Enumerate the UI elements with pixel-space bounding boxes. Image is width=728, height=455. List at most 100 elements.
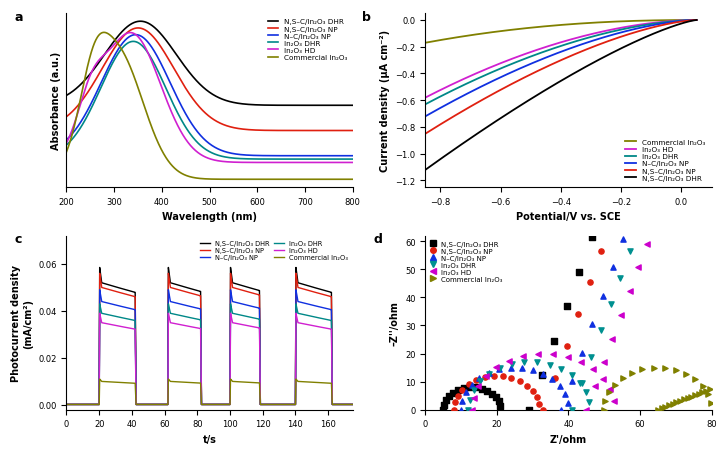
- Point: [537, 406, 549, 413]
- Point: [641, 241, 652, 248]
- Point: [555, 366, 567, 373]
- Point: [577, 349, 588, 357]
- Point: [475, 378, 486, 385]
- X-axis label: t/s: t/s: [202, 434, 216, 444]
- Point: [438, 406, 449, 413]
- Legend: Commercial In₂O₃, In₂O₃ HD, In₂O₃ DHR, N–C/In₂O₃ NP, N,S–C/In₂O₃ NP, N,S–C/In₂O₃: Commercial In₂O₃, In₂O₃ HD, In₂O₃ DHR, N…: [622, 136, 708, 184]
- Point: [624, 248, 636, 255]
- Point: [527, 388, 539, 395]
- Point: [667, 400, 678, 408]
- Point: [470, 384, 481, 391]
- Point: [566, 378, 577, 385]
- X-axis label: Z'/ohm: Z'/ohm: [550, 434, 587, 444]
- Point: [561, 343, 572, 350]
- Point: [656, 404, 668, 412]
- Point: [449, 399, 461, 406]
- Point: [536, 372, 547, 379]
- X-axis label: Potential/V vs. SCE: Potential/V vs. SCE: [516, 212, 621, 222]
- Point: [681, 394, 693, 402]
- Point: [466, 406, 478, 413]
- Point: [660, 364, 671, 372]
- Point: [693, 390, 705, 397]
- Point: [617, 236, 629, 243]
- Point: [700, 387, 712, 394]
- Point: [606, 335, 618, 343]
- Point: [702, 391, 713, 398]
- Y-axis label: Absorbance (a.u.): Absorbance (a.u.): [51, 52, 61, 150]
- Point: [598, 406, 610, 413]
- Point: [472, 383, 484, 390]
- Point: [452, 386, 464, 394]
- Point: [448, 406, 460, 413]
- Point: [463, 381, 475, 388]
- Point: [494, 366, 505, 373]
- Point: [609, 397, 620, 404]
- Point: [576, 380, 587, 387]
- Point: [598, 359, 609, 366]
- Point: [605, 301, 617, 308]
- Point: [531, 394, 543, 401]
- Point: [583, 399, 595, 406]
- Point: [480, 373, 492, 380]
- Point: [589, 383, 601, 390]
- Point: [574, 268, 585, 276]
- Point: [576, 359, 587, 366]
- Point: [531, 359, 543, 366]
- Y-axis label: Photocurrent density
(mA/cm²): Photocurrent density (mA/cm²): [11, 265, 33, 381]
- Text: a: a: [15, 11, 23, 24]
- Text: d: d: [374, 233, 383, 246]
- Point: [440, 397, 451, 404]
- Point: [506, 360, 518, 368]
- Point: [523, 406, 535, 413]
- Y-axis label: Current density (μA cm⁻²): Current density (μA cm⁻²): [380, 30, 390, 172]
- Point: [689, 392, 701, 399]
- Point: [555, 406, 567, 413]
- Point: [518, 359, 530, 366]
- Point: [476, 385, 488, 392]
- Legend: N,S–C/In₂O₃ DHR, N,S–C/In₂O₃ NP, N–C/In₂O₃ NP, In₂O₃ DHR, In₂O₃ HD, Commercial I: N,S–C/In₂O₃ DHR, N,S–C/In₂O₃ NP, N–C/In₂…: [266, 18, 349, 62]
- Point: [633, 264, 644, 272]
- Point: [604, 386, 616, 393]
- Y-axis label: –Z''/ohm: –Z''/ohm: [389, 301, 400, 345]
- Point: [624, 288, 636, 295]
- Point: [600, 397, 612, 404]
- Point: [456, 397, 468, 404]
- Point: [562, 399, 574, 407]
- Point: [607, 264, 619, 272]
- Point: [586, 234, 598, 241]
- Point: [443, 393, 455, 400]
- Point: [464, 396, 475, 403]
- Point: [697, 389, 708, 396]
- Point: [474, 374, 486, 382]
- Point: [534, 401, 545, 408]
- Point: [597, 293, 609, 300]
- Point: [614, 274, 626, 282]
- Point: [636, 366, 648, 373]
- Point: [455, 406, 467, 413]
- Point: [488, 373, 499, 380]
- Point: [585, 354, 597, 361]
- Point: [547, 351, 559, 358]
- Point: [464, 384, 475, 391]
- Point: [652, 406, 664, 413]
- Text: c: c: [15, 233, 23, 246]
- Point: [466, 381, 478, 388]
- Point: [447, 389, 459, 396]
- Point: [491, 364, 502, 371]
- Point: [548, 337, 560, 344]
- Point: [494, 364, 505, 372]
- Point: [587, 321, 598, 328]
- Point: [467, 394, 479, 401]
- Point: [559, 391, 571, 398]
- Legend: N,S–C/In₂O₃ DHR, N,S–C/In₂O₃ NP, N–C/In₂O₃ NP, In₂O₃ DHR, In₂O₃ HD, Commercial I: N,S–C/In₂O₃ DHR, N,S–C/In₂O₃ NP, N–C/In₂…: [429, 240, 504, 283]
- Point: [503, 357, 515, 364]
- Point: [595, 327, 606, 334]
- Point: [566, 372, 577, 379]
- Text: b: b: [363, 11, 371, 24]
- Point: [574, 380, 585, 387]
- Point: [566, 406, 578, 413]
- Point: [486, 390, 498, 397]
- Point: [689, 376, 701, 383]
- Point: [516, 364, 528, 372]
- Point: [554, 383, 566, 390]
